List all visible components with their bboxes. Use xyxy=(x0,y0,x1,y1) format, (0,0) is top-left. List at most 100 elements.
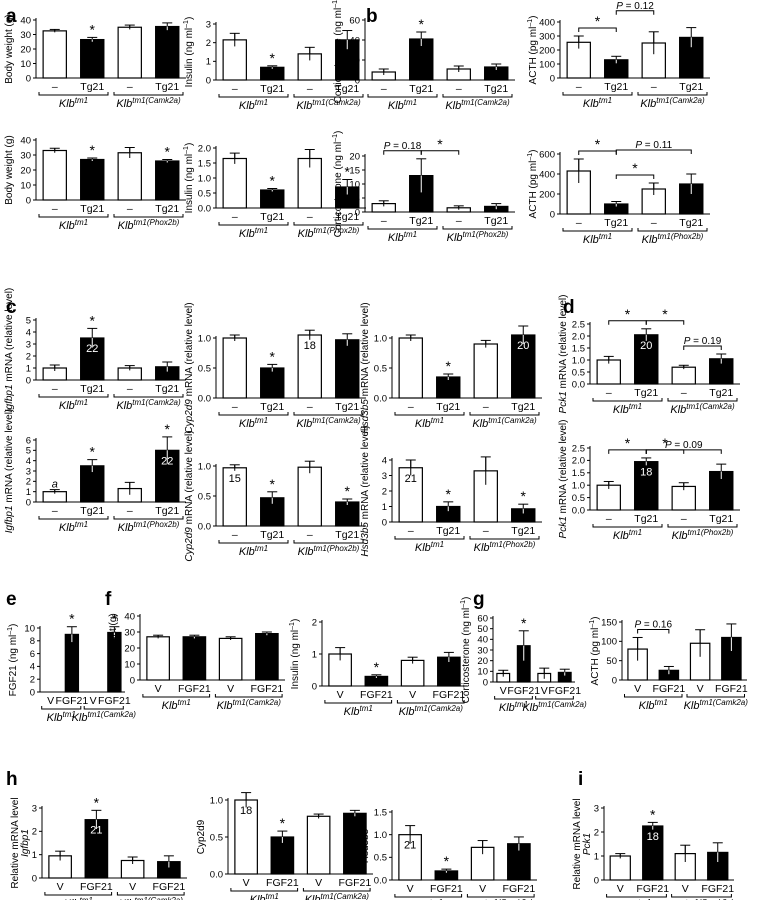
y-label-rest: mRNA (relative level) xyxy=(360,302,371,399)
y-label-main: Insulin (ng ml xyxy=(290,630,301,689)
bar xyxy=(218,637,243,681)
group-bracket xyxy=(38,92,109,96)
x-category-label: FGF21 xyxy=(266,877,299,889)
x-category-label: FGF21 xyxy=(503,883,536,895)
group-bracket xyxy=(394,894,463,898)
bar-number-label: 15 xyxy=(229,473,241,485)
x-category-label: FGF21 xyxy=(251,683,284,695)
x-category-label: – xyxy=(127,203,133,215)
y-tick-label: 0 xyxy=(26,195,31,206)
x-category-label: Tg21 xyxy=(634,387,658,399)
bar xyxy=(42,149,67,201)
bar xyxy=(222,337,247,399)
y-label-rest: mRNA (relative level) xyxy=(360,425,371,522)
panel-letter-b: b xyxy=(366,6,378,27)
y-tick-label: 3 xyxy=(26,339,31,350)
group-label: Klbtm1 xyxy=(59,96,88,110)
y-tick-label: 0.0 xyxy=(198,521,211,532)
y-tick-label: 30 xyxy=(477,645,488,656)
y-tick-label: 20 xyxy=(349,151,360,162)
group-label: Klbtm1(Camk2a) xyxy=(296,98,361,112)
y-label-gene: Igfbp1 xyxy=(4,384,15,412)
x-category-label: – xyxy=(606,387,612,399)
group-sup: tm1(Camk2a) xyxy=(87,710,136,719)
y-label-end: ) xyxy=(184,17,195,20)
y-tick-label: 100 xyxy=(601,637,617,648)
y-tick-label: 6 xyxy=(30,649,35,660)
x-category-label: V xyxy=(682,883,689,895)
x-category-label: – xyxy=(232,401,238,413)
group-name: Klb xyxy=(116,400,132,412)
significance-star: * xyxy=(90,142,96,158)
group-sup: tm1 xyxy=(430,898,443,900)
x-category-label: – xyxy=(232,83,238,95)
y-tick-label: 0.0 xyxy=(210,869,223,880)
x-category-label: – xyxy=(681,387,687,399)
y-tick-label: 0 xyxy=(312,681,317,692)
x-category-label: V xyxy=(227,683,234,695)
group-sup: tm1 xyxy=(266,892,279,900)
group-name: Klb xyxy=(162,700,178,712)
group-bracket xyxy=(396,700,465,704)
group-label: Klbtm1 xyxy=(344,704,373,718)
y-tick-label: 0 xyxy=(550,209,555,220)
y-label-rest: mRNA (relative level) xyxy=(4,288,15,385)
group-label: Klbtm1 xyxy=(415,540,444,554)
significance-star: * xyxy=(446,358,452,374)
group-name: Klb xyxy=(118,220,134,232)
y-tick-label: 1 xyxy=(32,850,37,861)
significance-bracket xyxy=(645,449,722,454)
y-tick-label: 0.5 xyxy=(374,363,387,374)
y-tick-label: 200 xyxy=(539,45,555,56)
bar xyxy=(182,636,207,681)
y-tick-label: 8 xyxy=(30,636,35,647)
y-axis-label: Hsd3b5 xyxy=(360,828,371,863)
y-label-end: ) xyxy=(528,150,539,153)
group-label: Klbtm1 xyxy=(414,898,443,900)
y-axis-label: Body weight (g) xyxy=(4,14,15,83)
y-tick-label: 0 xyxy=(30,687,35,698)
x-category-label: – xyxy=(232,211,238,223)
x-category-label: Tg21 xyxy=(80,203,104,215)
x-category-label: – xyxy=(576,81,582,93)
group-label: Klbtm1 xyxy=(239,544,268,558)
y-tick-label: 40 xyxy=(477,635,488,646)
group-bracket xyxy=(667,398,738,402)
x-category-label: Tg21 xyxy=(155,81,179,93)
x-category-label: V xyxy=(409,689,416,701)
group-label: Klbtm1(Camk2a) xyxy=(119,896,184,900)
y-tick-label: 1.0 xyxy=(572,481,585,492)
p-letter: P xyxy=(616,1,623,12)
group-label: Klbtm1(Phox2b) xyxy=(474,540,536,554)
group-sup: tm1(Phox2b) xyxy=(134,218,180,227)
x-category-label: – xyxy=(307,529,313,541)
bracket-p-value: P = 0.12 xyxy=(616,1,654,12)
group-sup: tm1(Camk2a) xyxy=(686,402,735,411)
y-axis-label: Igfbp1 mRNA (relative level) xyxy=(4,288,15,413)
significance-star: * xyxy=(345,483,351,499)
group-label: Klbtm1(Camk2a) xyxy=(670,402,735,416)
group-bracket xyxy=(394,536,465,540)
group-name: Klb xyxy=(583,234,599,246)
x-category-label: V xyxy=(129,881,136,893)
bar xyxy=(155,160,180,201)
x-category-label: Tg21 xyxy=(511,525,535,537)
group-bracket xyxy=(469,536,540,540)
significance-star: * xyxy=(270,173,276,189)
group-sup: tm1 xyxy=(360,704,373,713)
bar-number-label: 21 xyxy=(90,825,102,837)
y-label-main: FGF21 (ng ml xyxy=(8,635,19,697)
bar xyxy=(146,636,170,681)
bar-number-label: 22 xyxy=(86,343,98,355)
y-axis-label: ACTH (pg ml–1) xyxy=(527,16,539,85)
group-sup: tm1(Camk2a) xyxy=(132,398,181,407)
y-label-main: Insulin (ng ml xyxy=(184,28,195,87)
group-sup: tm1 xyxy=(178,698,191,707)
group-sup: tm1 xyxy=(404,98,417,107)
y-tick-label: 2.0 xyxy=(572,331,585,342)
x-category-label: Tg21 xyxy=(679,81,703,93)
group-sup: tm1(Camk2a) xyxy=(134,896,183,900)
